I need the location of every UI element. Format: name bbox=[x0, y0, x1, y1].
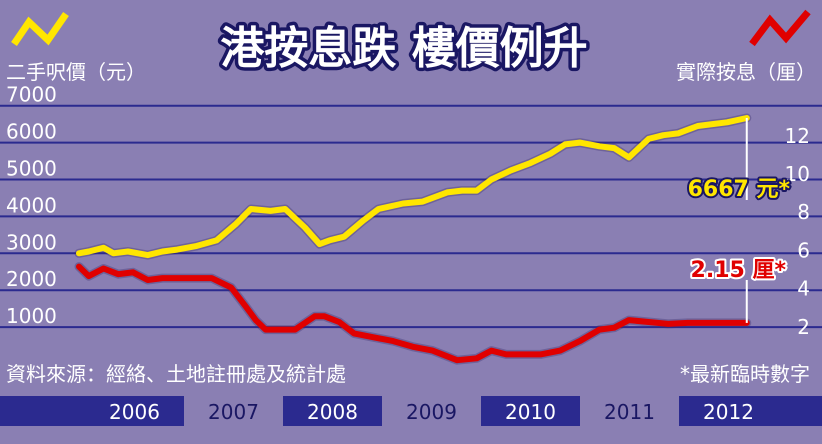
year-tick-label: 2011 bbox=[604, 400, 655, 424]
right-tick-label: 8 bbox=[797, 200, 810, 224]
year-tick-label: 2009 bbox=[406, 400, 457, 424]
series-line-0 bbox=[76, 115, 750, 259]
year-cell bbox=[85, 396, 184, 426]
left-axis-label: 二手呎價（元） bbox=[6, 60, 146, 84]
series-layer bbox=[74, 113, 752, 365]
footnote: *最新臨時數字 bbox=[680, 362, 810, 386]
left-tick-label: 7000 bbox=[6, 83, 57, 107]
year-cell bbox=[580, 396, 679, 426]
year-tick-label: 2006 bbox=[109, 400, 160, 424]
series-line-1 bbox=[76, 263, 750, 364]
year-cell bbox=[184, 396, 283, 426]
red-line-legend-icon bbox=[749, 9, 811, 47]
left-axis-ticks: 1000 2000 3000 4000 5000 6000 7000 bbox=[6, 83, 57, 328]
year-cell bbox=[481, 396, 580, 426]
left-tick-label: 4000 bbox=[6, 193, 57, 217]
left-tick-label: 6000 bbox=[6, 120, 57, 144]
left-tick-label: 1000 bbox=[6, 304, 57, 328]
year-tick-label: 2010 bbox=[505, 400, 556, 424]
left-tick-label: 5000 bbox=[6, 157, 57, 181]
right-axis-ticks: 2 4 6 8 10 12 bbox=[785, 124, 810, 339]
chart-title: 港按息跌 樓價例升 bbox=[220, 23, 587, 74]
yellow-line-legend-icon bbox=[11, 12, 69, 46]
callout-label: 6667 元* bbox=[688, 177, 791, 202]
left-tick-label: 3000 bbox=[6, 230, 57, 254]
right-tick-label: 12 bbox=[785, 124, 810, 148]
left-tick-label: 2000 bbox=[6, 267, 57, 291]
year-cell bbox=[283, 396, 382, 426]
year-axis: 2006 2007 2008 2009 2010 2011 2012 bbox=[85, 396, 778, 426]
right-tick-label: 2 bbox=[797, 315, 810, 339]
callout-label: 2.15 厘* bbox=[691, 258, 787, 283]
year-cell bbox=[679, 396, 778, 426]
right-tick-label: 4 bbox=[797, 277, 810, 301]
right-tick-label: 10 bbox=[785, 162, 810, 186]
right-tick-label: 6 bbox=[797, 238, 810, 262]
right-axis-label: 實際按息（厘） bbox=[676, 60, 816, 84]
year-cell bbox=[382, 396, 481, 426]
year-tick-label: 2007 bbox=[208, 400, 259, 424]
year-tick-label: 2012 bbox=[703, 400, 754, 424]
source-note: 資料來源：經絡、土地註冊處及統計處 bbox=[6, 362, 346, 386]
year-tick-label: 2008 bbox=[307, 400, 358, 424]
annotation-layer: 6667 元* 2.15 厘* bbox=[686, 117, 792, 323]
